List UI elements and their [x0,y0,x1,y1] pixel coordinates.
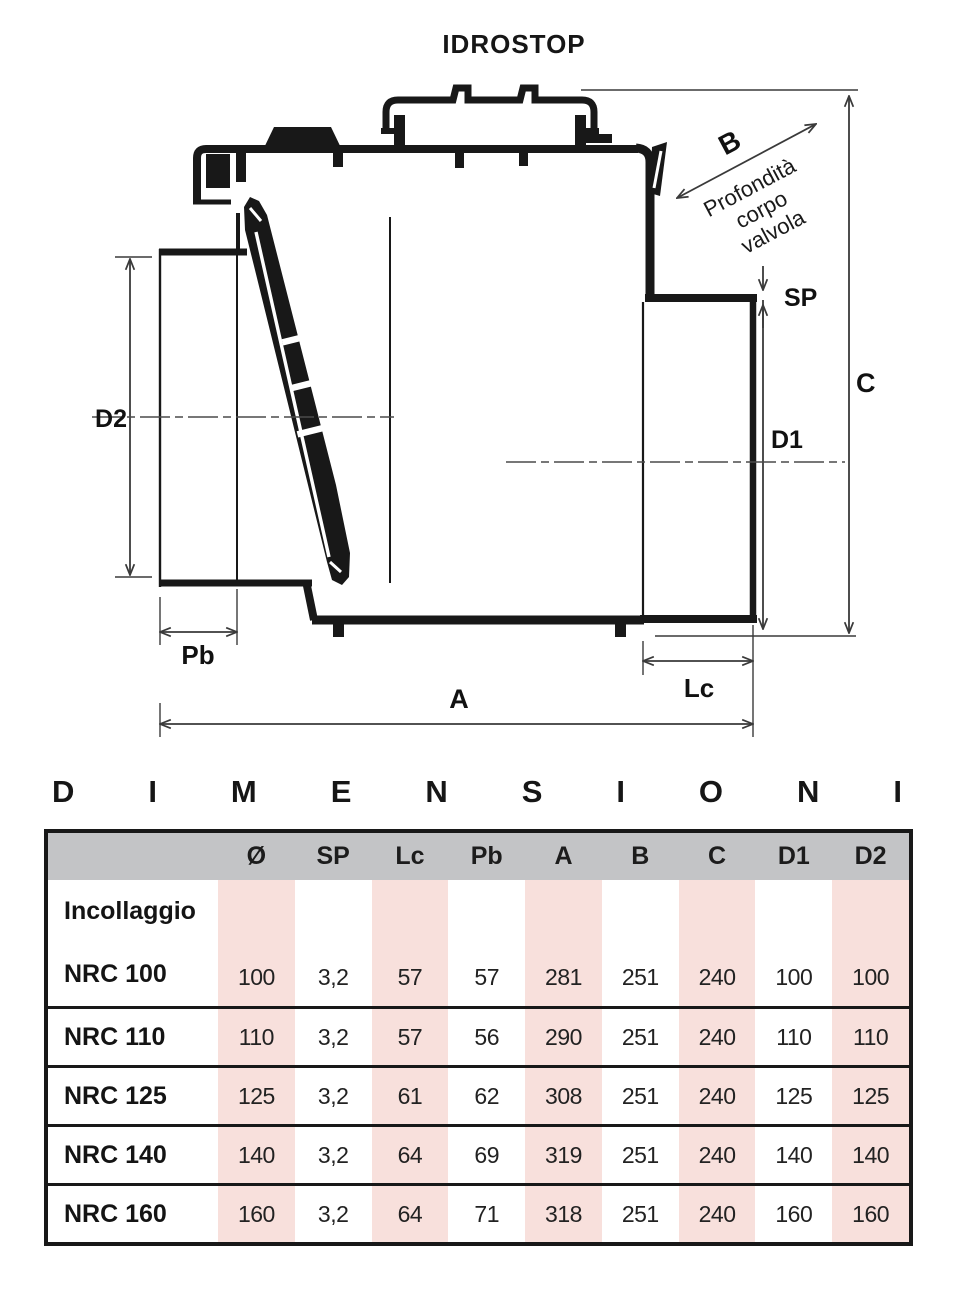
column-header-b: B [631,842,650,870]
table-row-nrc-125: NRC 125 125 3,2 61 62 308 251 240 125 12… [48,1065,909,1124]
table-cell: 251 [621,1082,659,1109]
table-cell: 251 [621,963,659,990]
table-cell: 64 [371,1127,449,1183]
table-cell: 100 [832,880,909,1006]
table-cell: 125 [775,1082,813,1109]
group-label: Incollaggio [64,897,196,925]
table-row-nrc-140: NRC 140 140 3,2 64 69 319 251 240 140 14… [48,1124,909,1183]
table-cell: 62 [474,1082,500,1109]
dim-label-lc: Lc [684,673,714,703]
flap-slots [281,332,325,438]
table-cell: 61 [371,1068,449,1124]
table-cell: 125 [832,1068,909,1124]
table-cell: 308 [525,1068,602,1124]
table-cell: 100 [775,963,813,990]
table-cell: 69 [474,1141,500,1168]
table-cell: 57 [371,880,449,1006]
column-header-c: C [708,842,727,870]
table-cell: 240 [678,1127,756,1183]
table-cell: 240 [678,880,756,1006]
column-header-diameter: Ø [246,842,267,870]
heading-letter: N [796,774,820,809]
table-cell: 110 [218,1009,295,1065]
table-cell: 290 [525,1009,602,1065]
table-cell: 140 [832,1127,909,1183]
table-cell: 110 [832,1009,909,1065]
heading-letter: N [425,774,448,809]
dim-label-c: C [856,368,876,398]
table-cell: 57 [371,1009,449,1065]
model-label: NRC 125 [64,1081,167,1110]
table-cell: 57 [474,963,500,990]
valve-flap [244,197,350,585]
valve-cross-section-diagram: IDROSTOP [92,29,876,737]
table-cell: 3,2 [317,1023,349,1050]
centerlines [92,416,845,463]
table-cell: 140 [218,1127,295,1183]
valve-body-outline [158,84,757,625]
heading-letter: D [52,774,75,809]
column-header-model [48,833,218,880]
column-header-sp: SP [316,842,350,870]
table-row-nrc-110: NRC 110 110 3,2 57 56 290 251 240 110 11… [48,1006,909,1065]
heading-letter: E [330,774,352,809]
dim-note-b: Profondità corpo valvola [699,152,809,258]
dim-label-b: B [713,124,745,161]
table-row-nrc-100: Incollaggio NRC 100 100 3,2 57 57 281 25… [48,880,909,1006]
dim-label-pb: Pb [181,640,214,670]
table-cell: 318 [525,1186,602,1242]
table-cell: 240 [678,1009,756,1065]
table-cell: 319 [525,1127,602,1183]
heading-letter: I [148,774,157,809]
table-cell: 281 [525,880,602,1006]
table-cell: 3,2 [317,1200,349,1227]
column-header-pb: Pb [470,842,503,870]
model-label: NRC 110 [64,1022,166,1051]
column-header-d2: D2 [854,842,887,870]
table-cell: 110 [776,1023,812,1050]
table-cell: 71 [474,1200,500,1227]
dim-label-a: A [449,684,469,714]
dim-label-d2: D2 [95,405,127,433]
heading-letter: S [521,774,543,809]
table-cell: 3,2 [317,1141,349,1168]
model-label: NRC 140 [64,1140,167,1169]
table-cell: 64 [371,1186,449,1242]
valve-body-details [206,115,667,637]
table-header-row: Ø SP Lc Pb A B C D1 D2 [48,833,909,880]
table-cell: 240 [678,1068,756,1124]
heading-letter: I [616,774,625,809]
table-cell: 240 [678,1186,756,1242]
dimensioni-heading: D I M E N S I O N I [52,774,902,810]
row-label: Incollaggio NRC 100 [48,880,218,1006]
table-cell: 160 [775,1200,813,1227]
table-cell: 251 [621,1200,659,1227]
table-cell: 251 [621,1023,659,1050]
table-cell: 125 [218,1068,295,1124]
heading-letter: I [893,774,902,809]
model-label: NRC 160 [64,1199,167,1228]
heading-letter: M [230,774,257,809]
table-cell: 160 [218,1186,295,1242]
column-header-a: A [554,842,573,870]
diagram-title: IDROSTOP [442,29,585,59]
dim-label-sp: SP [784,284,817,312]
table-cell: 56 [474,1023,500,1050]
table-cell: 3,2 [317,1082,349,1109]
table-cell: 251 [621,1141,659,1168]
table-cell: 3,2 [317,963,349,990]
dim-label-d1: D1 [771,426,803,454]
dimensions-table: Ø SP Lc Pb A B C D1 D2 Incollaggio NRC 1… [44,829,913,1246]
model-label: NRC 100 [64,960,167,988]
heading-letter: O [698,774,724,809]
table-cell: 100 [218,880,295,1006]
column-header-lc: Lc [395,842,425,870]
column-header-d1: D1 [777,842,810,870]
table-row-nrc-160: NRC 160 160 3,2 64 71 318 251 240 160 16… [48,1183,909,1242]
table-cell: 140 [775,1141,813,1168]
table-cell: 160 [832,1186,909,1242]
socket-gap-highlight [652,150,663,189]
